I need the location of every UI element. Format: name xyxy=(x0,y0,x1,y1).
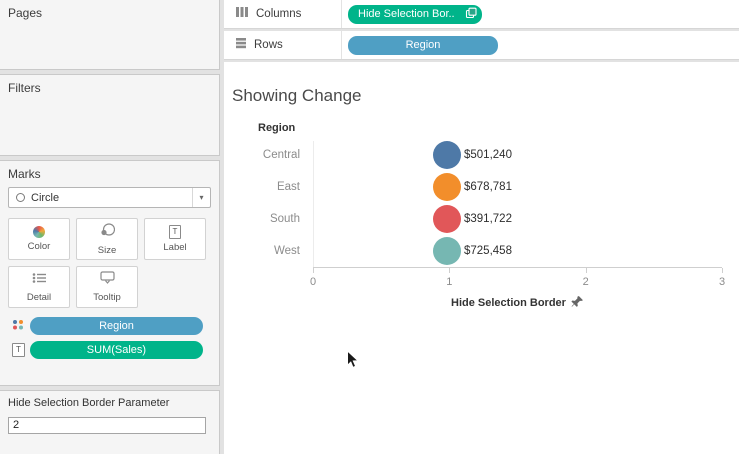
tick-label: 1 xyxy=(446,276,453,288)
pill-copy-icon[interactable] xyxy=(465,7,477,22)
chart-row: South $391,722 xyxy=(224,203,739,235)
category-label[interactable]: South xyxy=(269,213,300,225)
columns-pill[interactable]: Hide Selection Bor.. xyxy=(348,4,482,24)
rows-shelf[interactable]: Rows Region xyxy=(224,31,739,60)
chart-rows: Central $501,240 East $678,781 South $39… xyxy=(224,139,739,267)
filters-label: Filters xyxy=(8,81,41,95)
tick-mark xyxy=(722,268,723,273)
category-label[interactable]: East xyxy=(276,181,300,193)
tooltip-icon xyxy=(99,271,115,289)
marks-field-sales-pill[interactable]: SUM(Sales) xyxy=(29,341,203,359)
columns-label: Columns xyxy=(256,8,302,20)
marks-buttons: Color Size T Label Detail xyxy=(0,215,218,311)
value-label: $501,240 xyxy=(464,149,512,161)
columns-icon xyxy=(235,5,249,23)
mark-circle[interactable] xyxy=(433,205,461,233)
color-icon xyxy=(33,226,45,238)
x-axis: 0 1 2 3 xyxy=(309,267,726,295)
label-button[interactable]: T Label xyxy=(144,218,206,260)
value-label: $678,781 xyxy=(464,181,512,193)
marks-card: Marks Circle ▾ Color Size T xyxy=(0,160,220,386)
value-label: $391,722 xyxy=(464,213,512,225)
tick-label: 2 xyxy=(582,276,589,288)
category-label[interactable]: West xyxy=(274,245,300,257)
category-label[interactable]: Central xyxy=(262,149,300,161)
detail-button[interactable]: Detail xyxy=(8,266,70,308)
marks-field-region-pill[interactable]: Region xyxy=(30,317,203,335)
tick-label: 3 xyxy=(718,276,726,288)
left-sidebar: Pages Filters Marks Circle ▾ Color xyxy=(0,0,220,454)
pages-label: Pages xyxy=(8,6,43,20)
marks-field-row: Region xyxy=(12,317,203,335)
tick-mark xyxy=(313,268,314,273)
pages-shelf[interactable]: Pages xyxy=(0,0,220,70)
chart-area: Showing Change Region Central $501,240 E… xyxy=(224,62,739,454)
rows-shelf-head: Rows xyxy=(224,31,342,59)
marks-field-row: T SUM(Sales) xyxy=(12,341,203,359)
rows-pill[interactable]: Region xyxy=(348,35,498,55)
row-header: Region xyxy=(258,122,296,134)
marks-label: Marks xyxy=(8,167,41,181)
value-label: $725,458 xyxy=(464,245,512,257)
mark-circle[interactable] xyxy=(433,141,461,169)
columns-shelf[interactable]: Columns Hide Selection Bor.. xyxy=(224,0,739,29)
color-button[interactable]: Color xyxy=(8,218,70,260)
color-shelf-icon xyxy=(12,317,25,335)
rows-label: Rows xyxy=(254,39,283,51)
mark-type-label: Circle xyxy=(31,191,60,204)
label-icon: T xyxy=(168,225,182,239)
parameter-title: Hide Selection Border Parameter xyxy=(8,397,170,409)
pane-border xyxy=(313,141,314,267)
circle-mark-icon xyxy=(16,193,25,202)
mouse-cursor xyxy=(346,349,360,375)
detail-icon xyxy=(32,271,47,289)
mark-circle[interactable] xyxy=(433,173,461,201)
chevron-down-icon[interactable]: ▾ xyxy=(192,188,210,207)
parameter-input[interactable] xyxy=(8,416,206,434)
tooltip-button[interactable]: Tooltip xyxy=(76,266,138,308)
chart-row: West $725,458 xyxy=(224,235,739,267)
filters-shelf[interactable]: Filters xyxy=(0,74,220,156)
mark-circle[interactable] xyxy=(433,237,461,265)
pin-icon[interactable] xyxy=(566,296,584,309)
columns-shelf-head: Columns xyxy=(224,0,342,28)
chart-row: Central $501,240 xyxy=(224,139,739,171)
rows-icon xyxy=(235,36,247,54)
size-button[interactable]: Size xyxy=(76,218,138,260)
parameter-card: Hide Selection Border Parameter xyxy=(0,390,220,454)
tick-label: 0 xyxy=(309,276,317,288)
size-icon xyxy=(99,222,116,242)
mark-type-dropdown[interactable]: Circle ▾ xyxy=(8,187,211,208)
chart-row: East $678,781 xyxy=(224,171,739,203)
tick-mark xyxy=(585,268,587,273)
chart-title: Showing Change xyxy=(232,86,362,105)
axis-title: Hide Selection Border xyxy=(313,295,722,309)
tick-mark xyxy=(449,268,451,273)
label-shelf-icon: T xyxy=(12,343,25,357)
